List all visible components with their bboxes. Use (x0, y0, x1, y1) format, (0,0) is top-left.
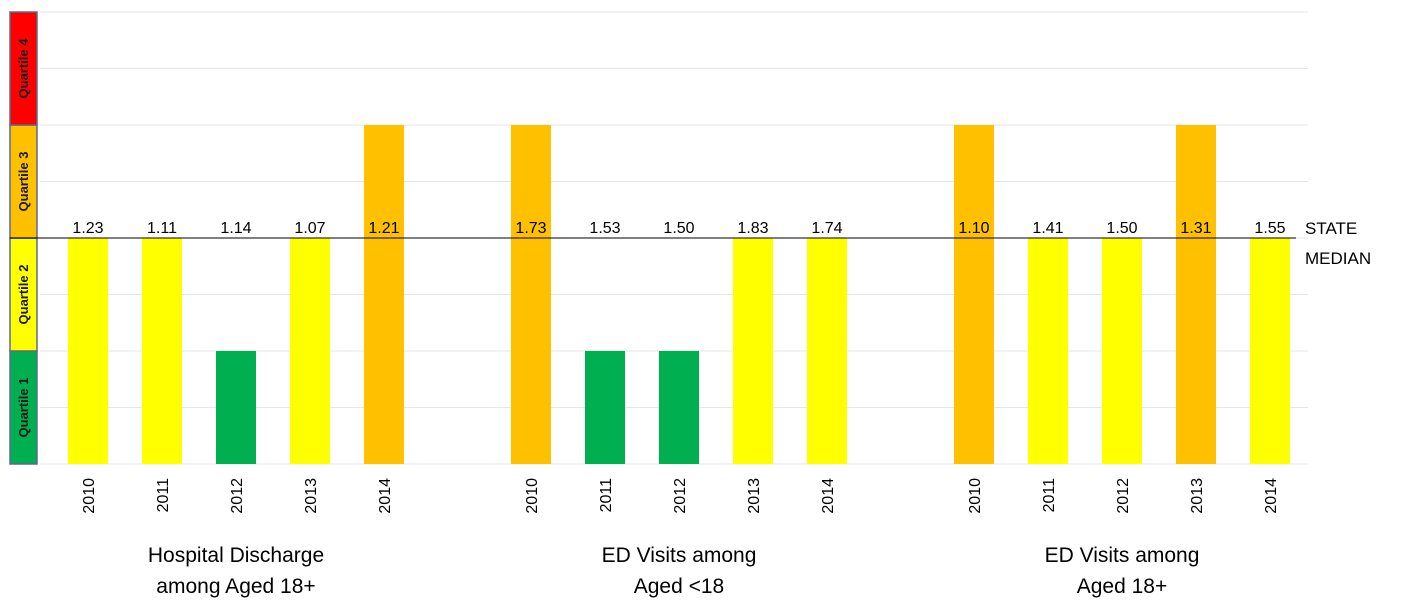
bar (68, 238, 108, 464)
bar (1250, 238, 1290, 464)
bar (1176, 125, 1216, 464)
group-title: Hospital Discharge (148, 544, 324, 567)
value-label: 1.11 (147, 220, 177, 237)
year-tick-label: 2014 (820, 478, 837, 514)
quartile-2-band (9, 237, 38, 352)
bar (733, 238, 773, 464)
bar (954, 125, 994, 464)
year-tick-label: 2013 (1189, 478, 1206, 514)
year-tick-label: 2013 (303, 478, 320, 514)
value-label: 1.14 (220, 220, 251, 237)
bar (142, 238, 182, 464)
year-tick-label: 2010 (81, 478, 98, 514)
bar (807, 238, 847, 464)
year-tick-label: 2012 (672, 478, 689, 514)
state-median-label: STATE MEDIAN (1305, 219, 1371, 268)
bar (364, 125, 404, 464)
bar (1102, 238, 1142, 464)
bar (659, 351, 699, 464)
value-label: 1.07 (294, 220, 325, 237)
quartile-1-label: Quartile 1 (16, 378, 31, 438)
value-labels: 1.23 1.11 1.14 1.07 1.21 1.73 1.53 1.50 1.83 1.74… (72, 220, 1285, 237)
year-tick-label: 2011 (1041, 478, 1058, 513)
group-title: among Aged 18+ (156, 575, 315, 598)
quartile-4-label: Quartile 4 (16, 38, 31, 99)
value-label: 1.10 (958, 220, 989, 237)
year-labels: 2010 2011 2012 2013 2014 2010 2011 2012 2013 2014… (81, 478, 1280, 514)
year-tick-label: 2010 (967, 478, 984, 514)
group-title: ED Visits among (1045, 544, 1200, 567)
year-tick-label: 2012 (229, 478, 246, 514)
year-tick-label: 2011 (598, 478, 615, 513)
value-label: 1.41 (1032, 220, 1063, 237)
value-label: 1.55 (1254, 220, 1285, 237)
bars (68, 125, 1290, 464)
year-tick-label: 2010 (524, 478, 541, 514)
quartile-4-band (9, 11, 38, 126)
bar (216, 351, 256, 464)
value-label: 1.21 (368, 220, 399, 237)
value-label: 1.53 (589, 220, 620, 237)
value-label: 1.74 (811, 220, 842, 237)
year-tick-label: 2011 (155, 478, 172, 513)
group-title: Aged 18+ (1077, 575, 1168, 598)
year-tick-label: 2014 (377, 478, 394, 514)
group-title: Aged <18 (634, 575, 725, 598)
value-label: 1.73 (515, 220, 546, 237)
bar (290, 238, 330, 464)
value-label: 1.23 (72, 220, 103, 237)
state-median-text: STATE (1305, 219, 1357, 238)
quartile-scale: Quartile 1 Quartile 2 Quartile 3 Quartile 4 (9, 11, 38, 465)
bar (1028, 238, 1068, 464)
value-label: 1.83 (737, 220, 768, 237)
value-label: 1.50 (663, 220, 694, 237)
quartile-3-label: Quartile 3 (16, 152, 31, 212)
value-label: 1.50 (1106, 220, 1137, 237)
value-label: 1.31 (1180, 220, 1211, 237)
year-tick-label: 2012 (1115, 478, 1132, 514)
bar (511, 125, 551, 464)
year-tick-label: 2014 (1263, 478, 1280, 514)
state-median-text: MEDIAN (1305, 249, 1371, 268)
quartile-2-label: Quartile 2 (16, 265, 31, 325)
group-title: ED Visits among (602, 544, 757, 567)
bar (585, 351, 625, 464)
group-titles: Hospital Discharge among Aged 18+ ED Visit… (148, 544, 1200, 598)
year-tick-label: 2013 (746, 478, 763, 514)
